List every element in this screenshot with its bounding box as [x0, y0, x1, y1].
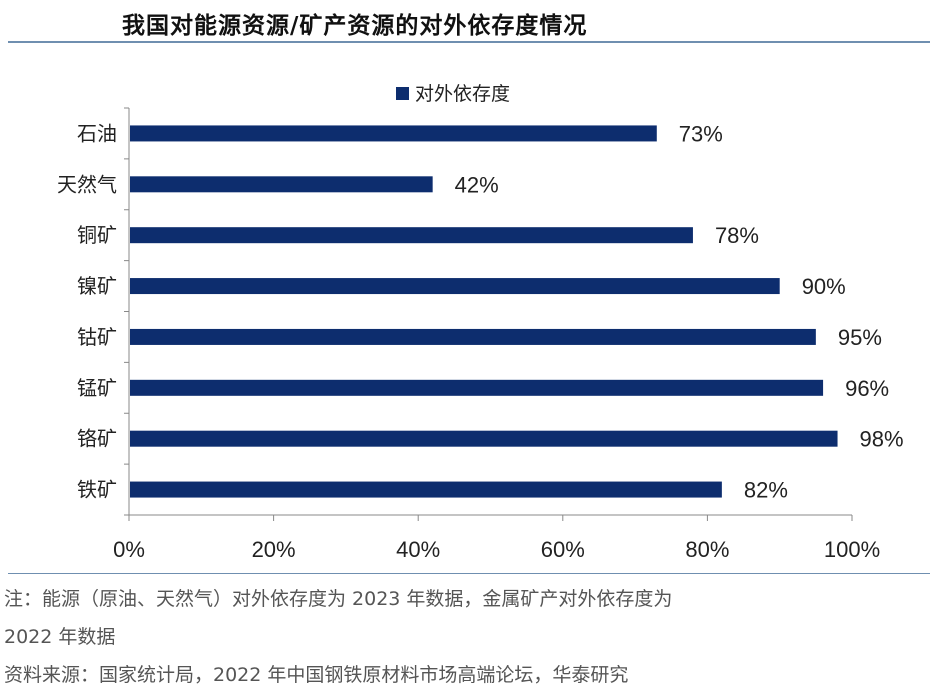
- bar: [130, 278, 780, 295]
- title-divider: [8, 41, 930, 43]
- bar: [130, 176, 433, 193]
- y-category-label: 天然气: [57, 172, 117, 196]
- y-category-label: 铬矿: [77, 427, 117, 451]
- bar-chart: 对外依存度 0% 20% 40% 60% 80% 100% 石油天然气铜矿镍矿钴矿锰矿铬矿铁…: [57, 83, 904, 562]
- x-tick-label: 20%: [252, 537, 296, 562]
- source-line: 资料来源：国家统计局，2022 年中国钢铁原材料市场高端论坛，华泰研究: [4, 664, 629, 686]
- y-category-label: 铁矿: [77, 478, 117, 502]
- footnote-line-2: 2022 年数据: [4, 626, 116, 648]
- bar: [130, 328, 816, 345]
- footer-divider: [8, 573, 930, 574]
- footnote-line-1: 注：能源（原油、天然气）对外依存度为 2023 年数据，金属矿产对外依存度为: [4, 588, 673, 610]
- chart-legend: 对外依存度: [396, 83, 510, 105]
- legend-swatch: [396, 87, 409, 100]
- bar: [130, 430, 838, 447]
- chart-data-labels: 73% 42% 78% 90% 95% 96% 98% 82%: [455, 121, 904, 502]
- x-tick-label: 60%: [541, 537, 585, 562]
- y-category-label: 镍矿: [77, 274, 117, 298]
- data-label: 82%: [744, 478, 788, 503]
- bar: [130, 379, 824, 396]
- legend-label: 对外依存度: [415, 83, 510, 105]
- bar: [130, 125, 657, 142]
- data-label: 98%: [860, 427, 904, 452]
- data-label: 95%: [838, 325, 882, 350]
- data-label: 42%: [455, 172, 499, 197]
- x-tick-label: 40%: [396, 537, 440, 562]
- chart-title: 我国对能源资源/矿产资源的对外依存度情况: [122, 12, 588, 39]
- data-label: 96%: [845, 376, 889, 401]
- data-label: 78%: [715, 223, 759, 248]
- bar: [130, 227, 693, 244]
- data-label: 90%: [802, 274, 846, 299]
- x-tick-label: 80%: [685, 537, 729, 562]
- y-category-label: 石油: [77, 121, 117, 145]
- x-tick-label: 100%: [824, 537, 880, 562]
- bar: [130, 481, 722, 498]
- y-category-label: 锰矿: [77, 376, 117, 400]
- x-tick-label: 0%: [113, 537, 145, 562]
- y-category-label: 钴矿: [77, 325, 117, 349]
- chart-bars: [130, 125, 838, 498]
- data-label: 73%: [679, 121, 723, 146]
- y-category-label: 铜矿: [77, 223, 117, 247]
